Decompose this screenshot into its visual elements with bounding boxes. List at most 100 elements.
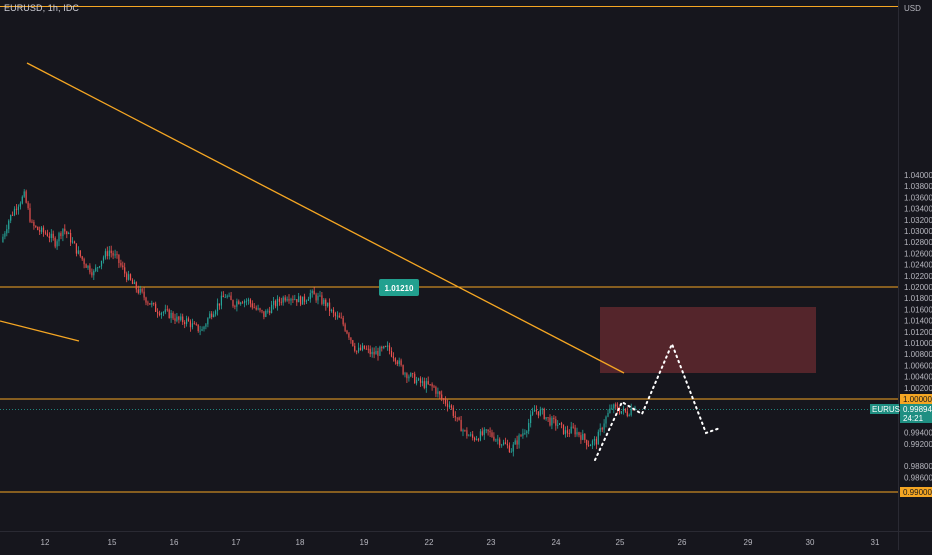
candle-body — [35, 225, 37, 227]
candle-body — [462, 430, 464, 432]
candle-body — [162, 312, 164, 314]
candle-body — [267, 310, 269, 312]
candle-body — [597, 431, 599, 445]
candle-body — [559, 423, 561, 425]
candle-body — [186, 318, 188, 324]
date-tick-label: 25 — [616, 538, 625, 547]
candle-body — [319, 295, 321, 297]
candle-body — [448, 405, 451, 407]
candle-body — [97, 267, 99, 269]
candle-body — [408, 376, 410, 379]
candle-body — [416, 380, 418, 384]
time-axis[interactable]: 12 15 16 17 18 19 22 23 24 25 26 29 30 31 — [41, 538, 880, 547]
candle-body — [489, 431, 491, 433]
candle-body — [99, 266, 101, 268]
candle-body — [201, 329, 203, 331]
candle-body — [381, 347, 383, 349]
candle-body — [580, 435, 582, 440]
price-tick-label: 1.00200 — [904, 384, 932, 393]
candle-body — [458, 417, 460, 420]
candle-body — [27, 202, 29, 209]
ticker-tag-text: EURUSD — [872, 405, 906, 414]
level-label-box[interactable]: 1.01210 — [379, 279, 419, 296]
candle-body — [300, 296, 302, 305]
candle-body — [41, 227, 43, 232]
candle-body — [396, 361, 398, 364]
candle-body — [131, 279, 134, 284]
candle-body — [126, 273, 128, 280]
candle-body — [124, 267, 126, 274]
candle-body — [56, 241, 58, 247]
candle-body — [205, 324, 207, 327]
candle-body — [245, 300, 248, 302]
candle-body — [120, 263, 122, 266]
side-trendline[interactable] — [0, 320, 80, 342]
candle-body — [234, 306, 236, 307]
candle-body — [42, 227, 45, 233]
level-label-text: 1.01210 — [385, 284, 414, 293]
candle-body — [242, 302, 244, 304]
candle-body — [213, 314, 215, 317]
candle-body — [454, 415, 456, 418]
candle-body — [373, 351, 375, 355]
date-tick-label: 26 — [678, 538, 687, 547]
candle-body — [607, 413, 609, 417]
candle-body — [425, 381, 427, 388]
candle-body — [456, 417, 458, 419]
candle-body — [114, 254, 116, 256]
candle-body — [390, 351, 393, 357]
candle-body — [562, 424, 565, 435]
candle-body — [251, 303, 253, 308]
candle-body — [60, 233, 62, 237]
candle-body — [452, 407, 454, 416]
candle-body — [501, 444, 503, 446]
candle-body — [157, 311, 159, 314]
candle-body — [172, 313, 174, 319]
candle-body — [91, 272, 93, 276]
candle-body — [557, 424, 559, 426]
resistance-zone[interactable] — [600, 307, 816, 373]
candle-body — [143, 291, 145, 298]
candle-body — [220, 295, 222, 306]
candle-body — [628, 415, 630, 416]
candle-body — [588, 445, 590, 447]
candle-body — [474, 437, 476, 440]
date-tick-label: 15 — [108, 538, 117, 547]
candle-body — [545, 417, 547, 419]
candle-body — [249, 299, 251, 304]
candle-body — [620, 411, 623, 414]
candle-body — [23, 191, 25, 197]
price-tick-label: 0.99400 — [904, 429, 932, 438]
descending-trendline[interactable] — [26, 62, 625, 374]
candle-body — [296, 299, 298, 303]
candle-body — [342, 318, 344, 325]
candle-body — [95, 267, 97, 271]
candle-body — [417, 378, 420, 381]
candle-body — [392, 356, 394, 359]
candle-body — [344, 324, 346, 331]
candle-body — [68, 233, 70, 234]
candle-body — [479, 431, 481, 441]
price-tick-label: 1.04000 — [904, 171, 932, 180]
candle-body — [385, 346, 387, 347]
candle-body — [518, 435, 520, 445]
candle-body — [576, 432, 578, 435]
candle-body — [139, 288, 141, 293]
candle-body — [388, 345, 391, 351]
candle-body — [52, 233, 54, 238]
candle-body — [244, 300, 246, 304]
candle-body — [421, 381, 423, 383]
candle-body — [358, 347, 360, 352]
candle-body — [151, 303, 153, 305]
candle-body — [110, 250, 112, 254]
candle-body — [104, 251, 106, 258]
candle-body — [601, 428, 603, 430]
price-axis[interactable]: 1.04000 1.03800 1.03600 1.03400 1.03200 1.030… — [904, 171, 932, 482]
candle-body — [274, 301, 277, 307]
candle-body — [81, 256, 83, 260]
candle-body — [137, 289, 139, 293]
candle-body — [180, 316, 182, 320]
candle-body — [307, 299, 309, 301]
